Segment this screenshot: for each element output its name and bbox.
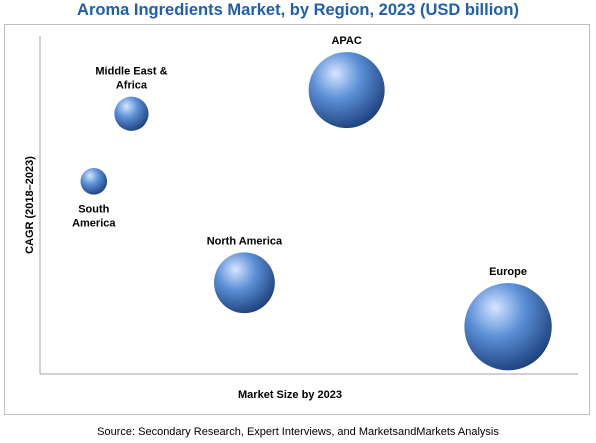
bubble-2 <box>308 52 385 129</box>
source-note: Source: Secondary Research, Expert Inter… <box>97 426 499 438</box>
bubble-label-1-0: South <box>78 204 109 216</box>
bubble-label-0-0: Middle East & <box>95 66 167 78</box>
bubble-label-2-0: APAC <box>331 35 361 47</box>
bubble-label-0-1: Africa <box>116 80 148 92</box>
bubble-0 <box>114 96 149 131</box>
chart-frame <box>4 24 590 415</box>
chart-title: Aroma Ingredients Market, by Region, 202… <box>77 1 519 19</box>
bubble-label-4-0: Europe <box>489 266 527 278</box>
bubble-3 <box>214 252 275 314</box>
bubble-1 <box>80 168 108 195</box>
bubble-label-3-0: North America <box>207 235 283 247</box>
x-axis-label: Market Size by 2023 <box>238 389 342 401</box>
bubble-4 <box>464 282 552 371</box>
y-axis-label: CAGR (2018–2023) <box>24 156 36 254</box>
bubble-label-1-1: America <box>72 218 116 230</box>
